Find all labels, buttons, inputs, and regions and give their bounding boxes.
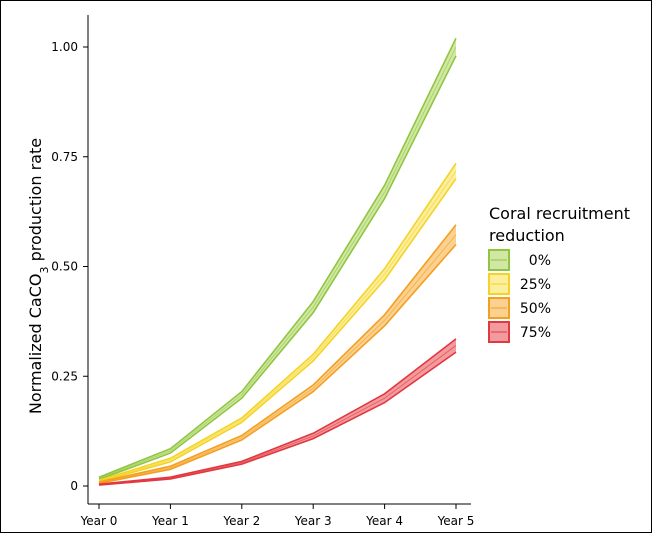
legend-label: 0% <box>529 253 551 269</box>
series-upper-line <box>98 162 457 482</box>
y-tick-label: 0.50 <box>51 260 78 274</box>
y-axis-title-rest: production rate <box>26 138 45 267</box>
series-50pct <box>98 224 457 485</box>
legend-items: 0% 25% 50% 75% <box>488 249 551 343</box>
series-25pct <box>98 162 457 483</box>
legend-label: 25% <box>520 277 551 293</box>
series-lower-line <box>98 55 457 481</box>
legend-item: 25% <box>488 273 551 295</box>
y-axis-title-main: Normalized CaCO <box>26 274 45 415</box>
axes <box>87 15 471 505</box>
series-upper-line <box>98 338 457 485</box>
y-tick-label: 0.75 <box>51 150 78 164</box>
x-tick-label: Year 4 <box>365 514 403 528</box>
series-upper-line <box>98 224 457 483</box>
series-lower-line <box>98 351 457 486</box>
legend-label: 75% <box>520 325 551 341</box>
series-mean-line <box>98 170 457 482</box>
series-75pct <box>98 338 457 486</box>
series-upper-line <box>98 37 457 478</box>
y-tick-label: 0.25 <box>51 369 78 383</box>
x-tick-label: Year 1 <box>151 514 189 528</box>
x-tick-label: Year 0 <box>80 514 118 528</box>
legend-item: 50% <box>488 297 551 319</box>
series-mean-line <box>98 234 457 484</box>
series-lower-line <box>98 178 457 483</box>
series-0pct <box>98 37 457 481</box>
y-tick-label: 0 <box>70 479 78 493</box>
series-ribbon <box>99 163 456 482</box>
x-tick-label: Year 2 <box>222 514 260 528</box>
legend: Coral recruitment reduction 0% 25% 50% 75% <box>488 204 630 343</box>
series-lower-line <box>98 243 457 485</box>
y-ticks: 0 0.25 0.50 0.75 1.00 <box>51 40 88 493</box>
y-axis-title: Normalized CaCO3 production rate <box>26 138 51 414</box>
legend-title-line-2: reduction <box>489 226 565 245</box>
plot-area <box>98 37 457 486</box>
y-tick-label: 1.00 <box>51 40 78 54</box>
legend-title-line-1: Coral recruitment <box>489 204 630 223</box>
y-axis-title-subscript: 3 <box>38 267 51 274</box>
legend-item: 75% <box>488 321 551 343</box>
x-tick-label: Year 5 <box>437 514 475 528</box>
series-mean-line <box>98 345 457 486</box>
x-tick-label: Year 3 <box>294 514 332 528</box>
series-mean-line <box>98 46 457 479</box>
legend-item: 0% <box>488 249 551 271</box>
legend-label: 50% <box>520 301 551 317</box>
x-ticks: Year 0 Year 1 Year 2 Year 3 Year 4 Year 5 <box>80 504 475 528</box>
